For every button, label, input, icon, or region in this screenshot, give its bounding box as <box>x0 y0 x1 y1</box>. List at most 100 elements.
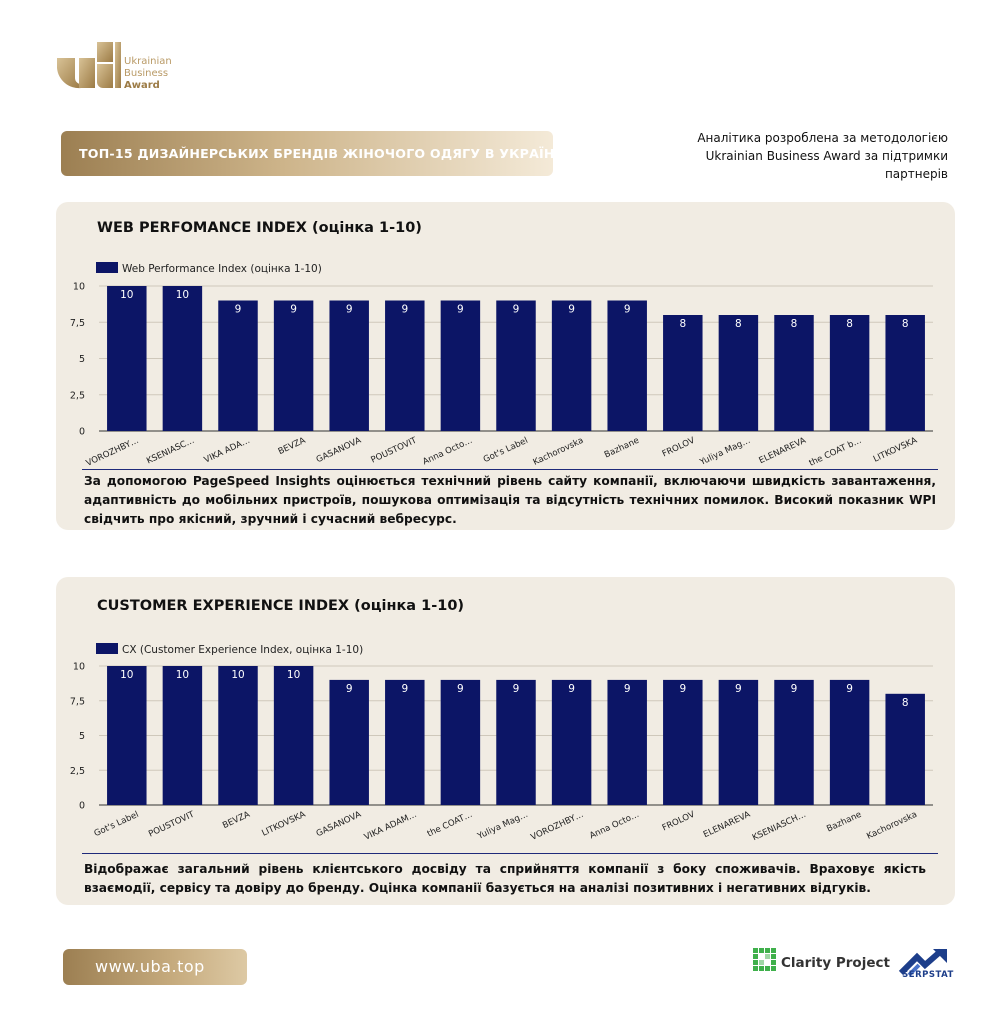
cx-bar <box>440 679 481 805</box>
wpi-legend: Web Performance Index (оцінка 1-10) <box>96 262 322 275</box>
serpstat-label: SERPSTAT <box>902 970 954 980</box>
wpi-data-label: 9 <box>568 304 575 316</box>
cx-bar <box>107 666 147 805</box>
cx-data-label: 9 <box>401 683 408 695</box>
cx-data-label: 10 <box>176 669 189 681</box>
cx-bar <box>551 679 592 805</box>
cx-data-label: 9 <box>679 683 686 695</box>
serpstat-logo-icon <box>898 948 947 977</box>
wpi-y-tick-label: 2,5 <box>70 390 85 401</box>
wpi-data-label: 9 <box>346 304 353 316</box>
cx-data-label: 9 <box>457 683 464 695</box>
website-link[interactable]: www.uba.top <box>63 949 247 985</box>
clarity-grid-icon <box>753 948 776 971</box>
wpi-bar <box>440 300 481 431</box>
cx-data-label: 8 <box>902 697 909 709</box>
wpi-x-tick-label: the COAT b… <box>808 436 864 469</box>
wpi-bar <box>273 300 314 431</box>
cx-x-tick-label: Bazhane <box>825 810 863 835</box>
wpi-y-tick-label: 7,5 <box>70 318 85 329</box>
wpi-bar <box>829 315 870 431</box>
cx-bar <box>329 679 369 805</box>
wpi-bar <box>162 286 203 431</box>
wpi-bar-chart: 0 2,5 5 7,5 10 10 VOROZHBY… 10 KSENIASC… 9 VIKA AD… <box>70 282 933 469</box>
wpi-x-tick-label: VIKA ADA… <box>203 436 252 466</box>
cx-bar <box>273 666 314 805</box>
cx-data-label: 9 <box>346 683 353 695</box>
wpi-x-tick-label: POUSTOVIT <box>370 435 420 465</box>
wpi-data-label: 10 <box>176 289 189 301</box>
wpi-divider <box>82 469 938 470</box>
wpi-data-label: 8 <box>846 318 853 330</box>
wpi-legend-swatch <box>96 262 118 273</box>
cx-data-label: 10 <box>120 669 133 681</box>
cx-x-tick-label: Got's Label <box>93 810 141 839</box>
clarity-project-label: Clarity Project <box>781 955 890 971</box>
logo-wordmark: Ukrainian Business Award <box>124 56 172 92</box>
wpi-bar <box>663 315 703 431</box>
cx-x-tick-label: the COAT… <box>426 810 474 840</box>
cx-y-tick-label: 7,5 <box>70 696 85 707</box>
cx-x-tick-label: VIKA ADAM… <box>363 810 419 843</box>
page-title: ТОП-15 ДИЗАЙНЕРСЬКИХ БРЕНДІВ ЖІНОЧОГО ОД… <box>61 131 600 176</box>
cx-x-tick-label: VOROZHBY… <box>529 810 585 843</box>
uba-logo <box>57 42 121 89</box>
wpi-bar <box>774 315 814 431</box>
wpi-data-label: 9 <box>513 304 520 316</box>
wpi-data-label: 8 <box>679 318 686 330</box>
cx-bar <box>385 679 425 805</box>
cx-bar <box>162 666 203 805</box>
wpi-x-tick-label: Anna Octo… <box>421 436 474 468</box>
wpi-data-label: 9 <box>624 304 631 316</box>
wpi-x-tick-label: VOROZHBY… <box>85 436 141 469</box>
wpi-x-tick-label: GASANOVA <box>315 436 363 466</box>
cx-bar <box>663 679 703 805</box>
cx-x-tick-label: FROLOV <box>661 810 697 834</box>
wpi-data-label: 8 <box>791 318 798 330</box>
cx-data-label: 9 <box>791 683 798 695</box>
wpi-y-tick-label: 0 <box>79 427 85 438</box>
cx-bar <box>718 679 759 805</box>
cx-bar <box>218 666 258 805</box>
wpi-bar <box>607 300 647 431</box>
cx-x-tick-label: GASANOVA <box>315 810 363 840</box>
clarity-project-logo: Clarity Project <box>753 948 890 974</box>
wpi-y-tick-label: 10 <box>73 282 85 293</box>
methodology-note: Аналітика розроблена за методологією Ukr… <box>697 131 948 181</box>
cx-bar <box>829 679 870 805</box>
logo-line-2: Business <box>124 68 169 79</box>
cx-y-tick-label: 2,5 <box>70 766 85 777</box>
wpi-bar <box>496 300 536 431</box>
wpi-x-tick-label: Kachorovska <box>532 436 586 468</box>
wpi-x-tick-label: KSENIASC… <box>145 436 196 467</box>
wpi-data-label: 10 <box>120 289 133 301</box>
wpi-y-tick-label: 5 <box>79 354 85 365</box>
cx-x-tick-label: Yuliya Mag… <box>475 810 529 842</box>
cx-x-tick-label: ELENAREVA <box>702 810 752 840</box>
logo-line-3: Award <box>124 80 160 91</box>
logo-line-1: Ukrainian <box>124 56 172 67</box>
cx-data-label: 9 <box>846 683 853 695</box>
cx-x-tick-label: BEVZA <box>221 810 252 831</box>
wpi-data-label: 9 <box>290 304 297 316</box>
wpi-bar <box>218 300 258 431</box>
wpi-x-tick-label: LITKOVSKA <box>872 436 919 465</box>
wpi-bar <box>718 315 759 431</box>
cx-y-tick-label: 5 <box>79 731 85 742</box>
wpi-bar <box>885 315 925 431</box>
wpi-data-label: 9 <box>235 304 242 316</box>
cx-divider <box>82 853 938 854</box>
wpi-x-tick-label: ELENAREVA <box>758 436 808 466</box>
cx-chart-title: CUSTOMER EXPERIENCE INDEX (оцінка 1-10) <box>97 598 465 614</box>
cx-data-label: 9 <box>513 683 520 695</box>
wpi-x-tick-label: Bazhane <box>603 436 641 461</box>
cx-legend-swatch <box>96 643 118 654</box>
wpi-chart-title: WEB PERFOMANCE INDEX (оцінка 1-10) <box>97 220 422 236</box>
cx-bar <box>885 693 925 805</box>
wpi-bar <box>329 300 369 431</box>
cx-data-label: 9 <box>624 683 631 695</box>
cx-description: Відображає загальний рівень клієнтського… <box>84 862 926 895</box>
wpi-description: За допомогою PageSpeed Insights оцінюєть… <box>84 474 936 526</box>
cx-data-label: 9 <box>735 683 742 695</box>
wpi-data-label: 8 <box>902 318 909 330</box>
